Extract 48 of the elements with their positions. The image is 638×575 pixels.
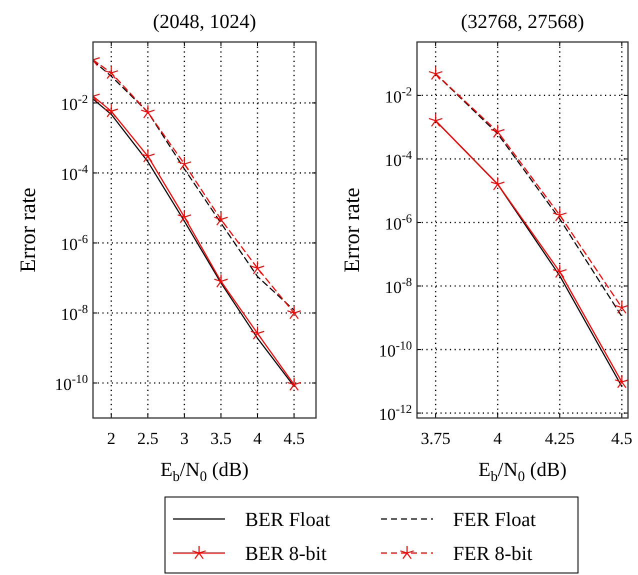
y-tick-label: 10$^{-6}$ — [384, 211, 412, 234]
legend-label: BER Float — [245, 509, 330, 531]
y-tick-label: 10$^{-6}$ — [60, 232, 88, 254]
x-axis-title: E$_{b}$/N$_{0}$ (dB) — [160, 459, 249, 485]
x-tick-label: 3.5 — [210, 429, 232, 448]
point — [428, 66, 443, 80]
chart-title: (2048, 1024) — [152, 11, 256, 33]
y-axis-title: Error rate — [339, 188, 364, 272]
point — [177, 156, 192, 170]
x-tick-label: 4.25 — [544, 429, 575, 448]
x-tick-label: 2 — [107, 429, 116, 448]
point — [552, 208, 567, 222]
y-tick-label: 10$^{-8}$ — [384, 275, 412, 298]
point — [104, 65, 118, 80]
legend-label: FER 8-bit — [453, 543, 533, 565]
point — [140, 104, 156, 119]
x-tick-label: 4 — [493, 429, 502, 448]
y-tick-label: 10$^{-10}$ — [378, 338, 412, 361]
point — [490, 176, 505, 190]
y-tick-label: 10$^{-4}$ — [60, 162, 88, 184]
legend-label: FER Float — [453, 509, 536, 531]
point — [250, 260, 265, 274]
y-tick-label: 10$^{-8}$ — [60, 302, 88, 324]
point — [250, 326, 265, 340]
y-tick-label: 10$^{-12}$ — [378, 402, 412, 424]
y-tick-label: 10$^{-2}$ — [384, 84, 412, 106]
y-tick-label: 10$^{-4}$ — [384, 148, 412, 170]
point — [286, 305, 302, 320]
x-axis-title: E$_{b}$/N$_{0}$ (dB) — [478, 459, 567, 485]
x-tick-label: 3 — [180, 429, 189, 448]
x-tick-label: 2.5 — [137, 429, 158, 448]
y-axis-title: Error rate — [15, 188, 40, 272]
point — [614, 300, 628, 314]
point — [214, 274, 228, 288]
y-tick-label: 10$^{-10}$ — [54, 372, 88, 394]
x-tick-label: 4 — [253, 429, 262, 448]
x-tick-label: 3.75 — [420, 429, 450, 448]
legend-label: BER 8-bit — [245, 543, 328, 565]
point — [140, 148, 156, 162]
chart-title: (32768, 27568) — [460, 11, 584, 33]
x-tick-label: 4.5 — [283, 429, 305, 448]
point — [104, 104, 118, 118]
y-tick-label: 10$^{-2}$ — [60, 92, 88, 114]
x-tick-label: 4.5 — [611, 429, 632, 448]
point — [177, 209, 192, 224]
point — [552, 264, 567, 278]
point — [214, 212, 228, 226]
point — [490, 124, 505, 138]
